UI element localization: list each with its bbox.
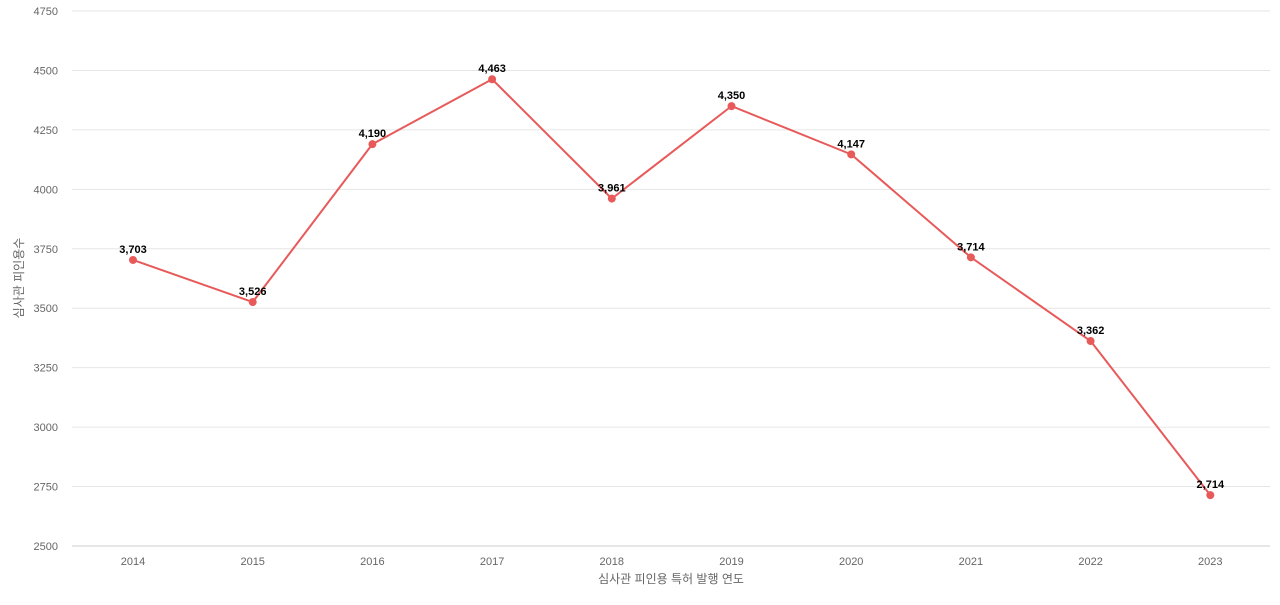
data-label: 3,362 — [1077, 325, 1105, 337]
grid-layer — [72, 10, 1270, 547]
y-tick-label: 3750 — [34, 244, 58, 256]
data-label: 2,714 — [1197, 479, 1225, 491]
y-tick-label: 2500 — [34, 541, 58, 553]
series-layer — [129, 75, 1215, 500]
y-axis-title: 심사관 피인용수 — [12, 238, 26, 319]
y-tick-label: 3250 — [34, 363, 58, 375]
x-tick-label: 2015 — [240, 556, 264, 568]
data-label: 4,190 — [359, 128, 387, 140]
data-point[interactable] — [248, 298, 257, 307]
x-tick-label: 2021 — [959, 556, 983, 568]
data-label: 3,714 — [957, 241, 985, 253]
data-point[interactable] — [966, 253, 975, 262]
x-tick-label: 2020 — [839, 556, 863, 568]
y-tick-label: 4250 — [34, 125, 58, 137]
y-tick-label: 4500 — [34, 65, 58, 77]
data-point[interactable] — [368, 140, 377, 149]
series-line — [132, 78, 1212, 496]
data-point[interactable] — [1086, 337, 1095, 346]
data-point[interactable] — [847, 150, 856, 159]
y-tick-label: 4000 — [34, 184, 58, 196]
data-label: 3,961 — [598, 183, 626, 195]
x-tick-label: 2023 — [1198, 556, 1222, 568]
data-point[interactable] — [129, 255, 137, 264]
data-point[interactable] — [1206, 491, 1215, 500]
data-labels: 3,703 3,526 4,190 4,463 3,961 4,350 4,147 3,714… — [119, 63, 1225, 491]
x-tick-label: 2017 — [480, 556, 504, 568]
data-point[interactable] — [727, 102, 736, 111]
x-tick-label: 2019 — [719, 556, 743, 568]
data-label: 4,463 — [478, 63, 506, 75]
y-tick-label: 3500 — [34, 303, 58, 315]
x-tick-label: 2016 — [360, 556, 384, 568]
y-tick-label: 2750 — [34, 482, 58, 494]
x-axis-title: 심사관 피인용 특허 발행 연도 — [598, 571, 744, 586]
x-tick-label: 2014 — [121, 556, 145, 568]
data-point[interactable] — [607, 194, 616, 203]
x-tick-label: 2018 — [600, 556, 624, 568]
data-label: 3,703 — [119, 244, 147, 256]
x-axis-ticks: 2014 2015 2016 2017 2018 2019 2020 2021 2022 2023 — [121, 556, 1223, 568]
data-label: 3,526 — [239, 286, 267, 298]
data-point[interactable] — [488, 75, 497, 84]
y-tick-label: 3000 — [34, 422, 58, 434]
y-tick-label: 4750 — [34, 6, 58, 18]
data-label: 4,350 — [718, 90, 746, 102]
x-tick-label: 2022 — [1078, 556, 1102, 568]
y-axis-ticks: 2500 2750 3000 3250 3500 3750 4000 4250 4500 4750 — [34, 6, 58, 553]
data-label: 4,147 — [837, 138, 865, 150]
